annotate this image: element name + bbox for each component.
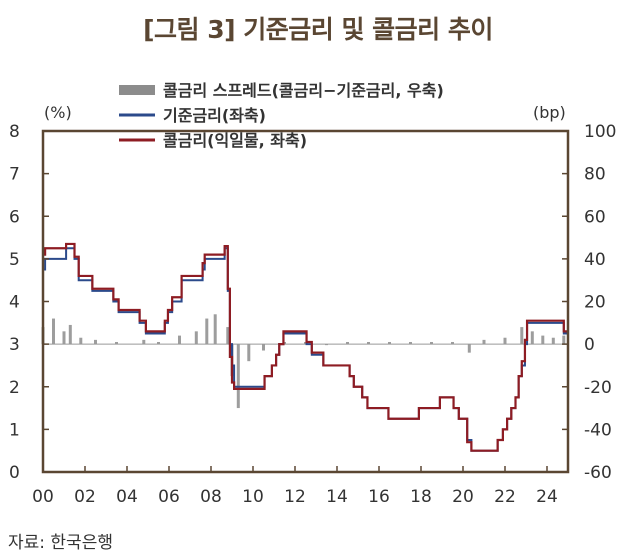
right-tick-label: -60 [584, 463, 612, 483]
spread-bar [451, 341, 454, 345]
spread-bar [503, 337, 507, 345]
right-axis-unit: (bp) [533, 103, 566, 122]
spread-bar [236, 344, 240, 409]
spread-bar [226, 327, 230, 345]
left-tick-label: 8 [9, 122, 20, 142]
chart-title: [그림 3] 기준금리 및 콜금리 추이 [143, 15, 493, 44]
spread-bar [79, 337, 83, 345]
spread-bar [482, 339, 486, 345]
spread-bar [157, 341, 160, 345]
legend-swatch [119, 85, 155, 95]
spread-bar [520, 327, 524, 345]
spread-bar [388, 341, 391, 345]
left-axis-unit: (%) [44, 103, 72, 122]
legend-swatch [119, 138, 155, 142]
right-tick-label: 0 [584, 335, 595, 355]
x-tick-label: 06 [158, 487, 180, 507]
right-tick-label: 100 [584, 122, 616, 142]
x-tick-label: 04 [116, 487, 138, 507]
spread-bar [409, 341, 412, 345]
spread-bar [52, 318, 55, 345]
x-tick-label: 02 [74, 487, 96, 507]
x-tick-label: 00 [32, 487, 54, 507]
spread-bar [247, 344, 251, 362]
x-tick-label: 10 [242, 487, 264, 507]
left-tick-label: 6 [9, 207, 20, 227]
left-tick-label: 4 [9, 293, 20, 313]
left-tick-label: 3 [9, 335, 20, 355]
spread-bar [467, 344, 471, 353]
left-tick-label: 5 [9, 250, 20, 270]
spread-bar [213, 314, 217, 345]
right-tick-label: 60 [584, 207, 606, 227]
spread-bar [541, 335, 545, 345]
spread-bar [62, 331, 66, 345]
spread-bar [68, 324, 72, 345]
legend-label: 기준금리(좌축) [163, 106, 266, 125]
legend-label: 콜금리(익일물, 좌축) [163, 131, 307, 150]
x-tick-label: 20 [452, 487, 474, 507]
call-rate-line [43, 242, 568, 452]
right-tick-label: 40 [584, 250, 606, 270]
spread-bar [205, 318, 209, 345]
x-tick-label: 22 [494, 487, 516, 507]
spread-bar [142, 339, 146, 345]
x-tick-label: 12 [284, 487, 306, 507]
x-tick-label: 08 [200, 487, 222, 507]
x-tick-label: 14 [326, 487, 348, 507]
x-tick-label: 16 [368, 487, 390, 507]
spread-bar [194, 331, 198, 345]
right-tick-label: -20 [584, 378, 612, 398]
left-tick-label: 2 [9, 378, 20, 398]
left-axis-ticks: 0 1 2 3 4 5 6 7 8 [9, 122, 49, 483]
spread-bar [367, 341, 370, 345]
spread-bars [41, 314, 566, 409]
spread-bar [346, 341, 349, 345]
spread-bar [430, 341, 433, 345]
legend-label: 콜금리 스프레드(콜금리−기준금리, 우축) [163, 81, 444, 100]
rate-lines [43, 242, 568, 452]
spread-bar [530, 331, 534, 345]
legend: 콜금리 스프레드(콜금리−기준금리, 우축) 기준금리(좌축) 콜금리(익일물, 좌… [119, 81, 444, 150]
base-rate-line [43, 247, 568, 452]
spread-bar [94, 339, 97, 345]
x-tick-label: 24 [536, 487, 558, 507]
left-tick-label: 7 [9, 165, 20, 185]
legend-swatch [119, 113, 155, 117]
plot-frame [41, 129, 570, 474]
right-tick-label: 80 [584, 165, 606, 185]
right-axis-ticks: -60 -40 -20 0 20 40 60 80 100 [562, 122, 616, 483]
spread-bar [178, 335, 181, 345]
spread-bar [562, 335, 566, 345]
spread-bar [262, 344, 265, 351]
right-tick-label: -40 [584, 420, 612, 440]
left-tick-label: 1 [9, 420, 20, 440]
x-tick-label: 18 [410, 487, 432, 507]
spread-bar [115, 341, 118, 345]
source-note: 자료: 한국은행 [8, 533, 113, 553]
right-tick-label: 20 [584, 293, 606, 313]
left-tick-label: 0 [9, 463, 20, 483]
spread-bar [551, 337, 555, 345]
x-axis-ticks: 00 02 04 06 08 10 12 14 16 18 20 22 24 [32, 466, 558, 507]
